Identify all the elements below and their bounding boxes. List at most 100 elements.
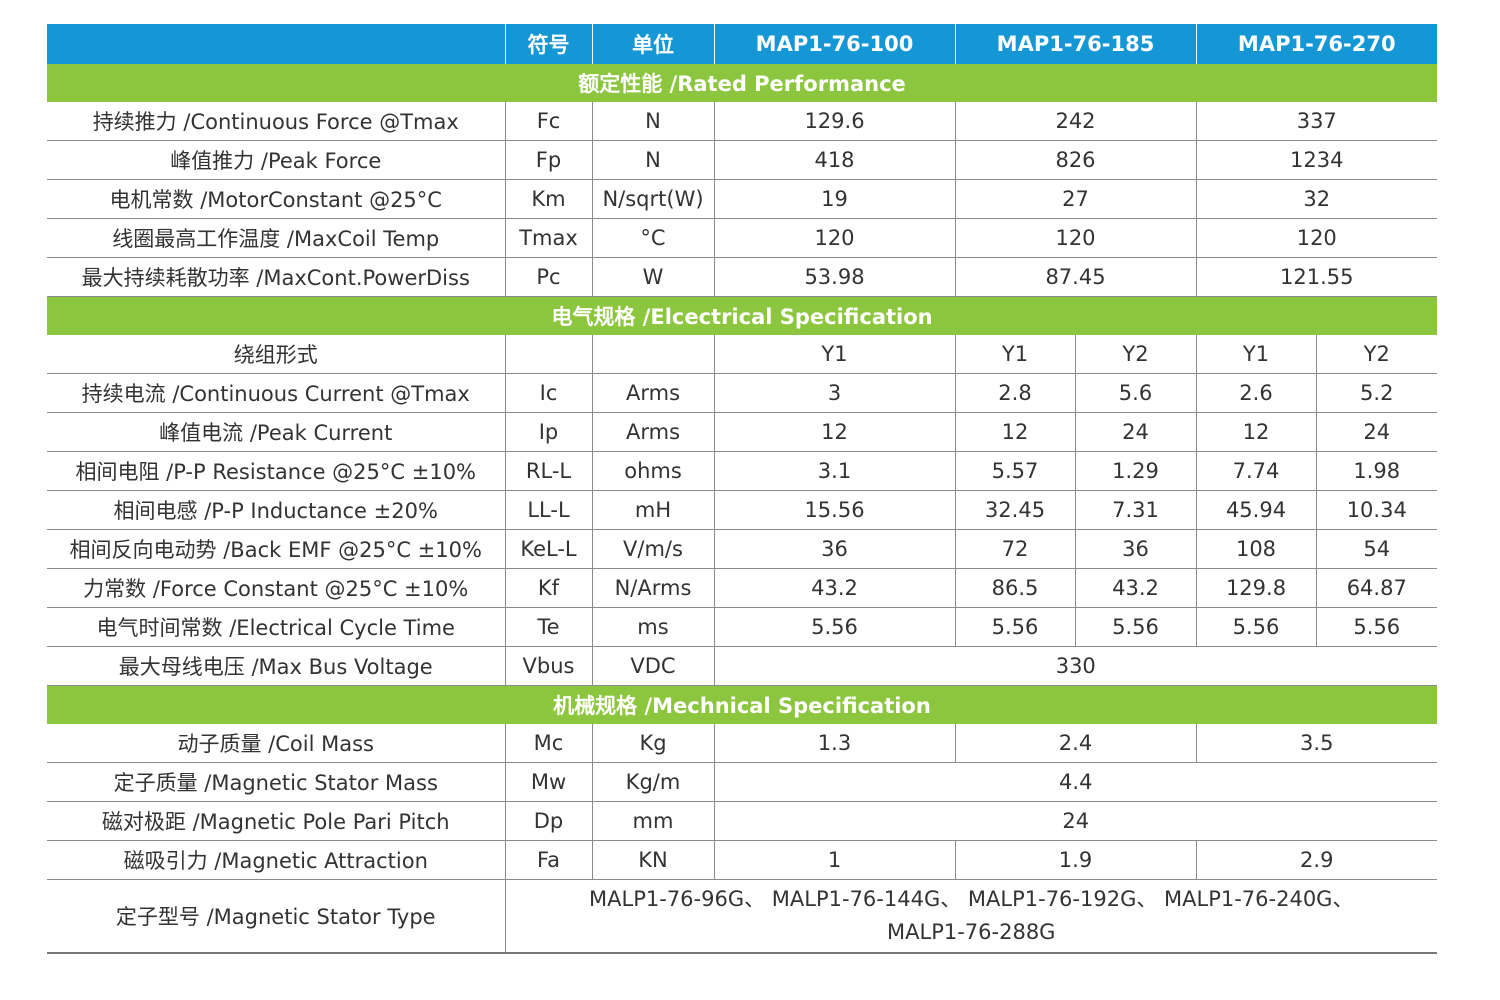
section-title: 电气规格 /Elcectrical Specification <box>47 296 1437 335</box>
value-cell: Y1 <box>713 335 955 374</box>
value-cell: 120 <box>1195 218 1437 258</box>
section-title: 额定性能 /Rated Performance <box>47 64 1437 102</box>
section-row: 电气规格 /Elcectrical Specification <box>47 296 1437 335</box>
value-cell: 15.56 <box>713 490 955 530</box>
data-row: 力常数 /Force Constant @25°C ±10% Kf N/Arms 43… <box>47 568 1437 608</box>
value-cell: 87.45 <box>954 257 1196 297</box>
value-cell: 12 <box>713 412 955 452</box>
param-symbol: Pc <box>504 257 592 297</box>
value-cell: 5.57 <box>954 451 1075 491</box>
header-model: MAP1-76-185 <box>955 24 1197 64</box>
param-name: 电气时间常数 /Electrical Cycle Time <box>47 607 505 647</box>
param-name: 相间反向电动势 /Back EMF @25°C ±10% <box>47 529 505 569</box>
param-unit: VDC <box>591 646 714 686</box>
param-symbol: Km <box>504 179 592 219</box>
header-row: 符号 单位 MAP1-76-100 MAP1-76-185 MAP1-76-27… <box>47 24 1437 64</box>
param-name: 峰值电流 /Peak Current <box>47 412 505 452</box>
value-cell: 1 <box>713 840 955 880</box>
value-cell: 121.55 <box>1195 257 1437 297</box>
param-unit: N/sqrt(W) <box>591 179 714 219</box>
data-row: 持续电流 /Continuous Current @Tmax Ic Arms 3 2.8… <box>47 373 1437 413</box>
value-cell: 120 <box>713 218 955 258</box>
value-cell: 32.45 <box>954 490 1075 530</box>
param-name: 力常数 /Force Constant @25°C ±10% <box>47 568 505 608</box>
param-unit: Arms <box>591 373 714 413</box>
stator-type-line: MALP1-76-96G、 MALP1-76-144G、 MALP1-76-19… <box>589 887 1354 911</box>
param-name: 最大持续耗散功率 /MaxCont.PowerDiss <box>47 257 505 297</box>
data-row: 动子质量 /Coil Mass Mc Kg 1.3 2.4 3.5 <box>47 724 1437 763</box>
value-cell: 3 <box>713 373 955 413</box>
param-symbol: RL-L <box>504 451 592 491</box>
value-cell: 5.56 <box>1074 607 1196 647</box>
header-model: MAP1-76-100 <box>714 24 956 64</box>
value-cell: 24 <box>1074 412 1196 452</box>
param-symbol: Fc <box>504 102 592 141</box>
header-model: MAP1-76-270 <box>1196 24 1437 64</box>
param-symbol: Fa <box>504 840 592 880</box>
value-cell: 54 <box>1315 529 1437 569</box>
data-row: 持续推力 /Continuous Force @Tmax Fc N 129.6 242 3… <box>47 102 1437 141</box>
value-cell: 5.56 <box>1195 607 1316 647</box>
param-unit: °C <box>591 218 714 258</box>
param-symbol: Ip <box>504 412 592 452</box>
value-cell: 86.5 <box>954 568 1075 608</box>
param-name: 绕组形式 <box>47 335 505 374</box>
value-cell: 10.34 <box>1315 490 1437 530</box>
value-cell: 129.6 <box>713 102 955 141</box>
param-name: 动子质量 /Coil Mass <box>47 724 505 763</box>
param-unit: Kg <box>591 724 714 763</box>
param-unit: W <box>591 257 714 297</box>
param-name: 峰值推力 /Peak Force <box>47 140 505 180</box>
param-unit: N/Arms <box>591 568 714 608</box>
param-symbol: Ic <box>504 373 592 413</box>
data-row: 相间电阻 /P-P Resistance @25°C ±10% RL-L ohms 3… <box>47 451 1437 491</box>
value-cell: 24 <box>1315 412 1437 452</box>
param-name: 最大母线电压 /Max Bus Voltage <box>47 646 505 686</box>
data-row: 相间反向电动势 /Back EMF @25°C ±10% KeL-L V/m/s 36… <box>47 529 1437 569</box>
value-cell: Y1 <box>1195 335 1316 374</box>
value-cell: 242 <box>954 102 1196 141</box>
param-name: 磁对极距 /Magnetic Pole Pari Pitch <box>47 801 505 841</box>
param-name: 定子型号 /Magnetic Stator Type <box>47 879 505 954</box>
param-unit: mm <box>591 801 714 841</box>
value-cell: 1.29 <box>1074 451 1196 491</box>
value-cell: 337 <box>1195 102 1437 141</box>
param-unit: V/m/s <box>591 529 714 569</box>
data-row: 电机常数 /MotorConstant @25°C Km N/sqrt(W) 19 27… <box>47 179 1437 219</box>
section-row: 机械规格 /Mechnical Specification <box>47 685 1437 724</box>
value-cell: 7.74 <box>1195 451 1316 491</box>
value-cell: 12 <box>954 412 1075 452</box>
param-name: 相间电阻 /P-P Resistance @25°C ±10% <box>47 451 505 491</box>
param-symbol: Kf <box>504 568 592 608</box>
value-cell: 45.94 <box>1195 490 1316 530</box>
section-title: 机械规格 /Mechnical Specification <box>47 685 1437 724</box>
value-cell: 72 <box>954 529 1075 569</box>
stator-type-row: 定子型号 /Magnetic Stator Type MALP1-76-96G、 … <box>47 879 1437 954</box>
value-cell: 5.56 <box>713 607 955 647</box>
param-name: 电机常数 /MotorConstant @25°C <box>47 179 505 219</box>
value-cell: 1.98 <box>1315 451 1437 491</box>
param-unit: N <box>591 102 714 141</box>
param-symbol: KeL-L <box>504 529 592 569</box>
data-row: 最大母线电压 /Max Bus Voltage Vbus VDC 330 <box>47 646 1437 686</box>
header-unit: 单位 <box>592 24 715 64</box>
value-cell: 43.2 <box>1074 568 1196 608</box>
data-row: 电气时间常数 /Electrical Cycle Time Te ms 5.56 5.5… <box>47 607 1437 647</box>
param-name: 相间电感 /P-P Inductance ±20% <box>47 490 505 530</box>
data-row: 峰值电流 /Peak Current Ip Arms 12 12 24 12 24 <box>47 412 1437 452</box>
table-body: 符号 单位 MAP1-76-100 MAP1-76-185 MAP1-76-27… <box>47 24 1437 954</box>
value-cell: 5.6 <box>1074 373 1196 413</box>
value-cell: Y1 <box>954 335 1075 374</box>
param-name: 线圈最高工作温度 /MaxCoil Temp <box>47 218 505 258</box>
value-cell: 7.31 <box>1074 490 1196 530</box>
value-cell: 36 <box>713 529 955 569</box>
merged-value-cell: 24 <box>713 801 1437 841</box>
param-symbol <box>504 335 592 374</box>
value-cell: 120 <box>954 218 1196 258</box>
value-cell: 2.4 <box>954 724 1196 763</box>
param-unit: Kg/m <box>591 762 714 802</box>
value-cell: 12 <box>1195 412 1316 452</box>
param-unit: mH <box>591 490 714 530</box>
value-cell: 418 <box>713 140 955 180</box>
value-cell: 5.2 <box>1315 373 1437 413</box>
